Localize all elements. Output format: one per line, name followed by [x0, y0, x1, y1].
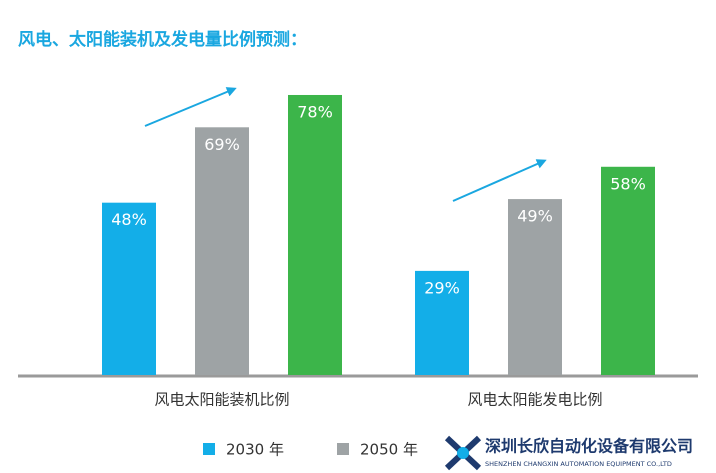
- legend-swatch: [337, 443, 349, 455]
- trend-arrow: [144, 87, 237, 127]
- value-label: 58%: [610, 174, 646, 193]
- chart-title: 风电、太阳能装机及发电量比例预测：: [18, 29, 307, 50]
- value-label: 29%: [424, 278, 460, 297]
- trend-arrow: [452, 159, 547, 202]
- bar: [415, 270, 469, 375]
- x-tick-label: 风电太阳能装机比例: [154, 391, 289, 409]
- legend-label: 2030 年: [226, 441, 284, 459]
- logo-name: 深圳长欣自动化设备有限公司: [485, 437, 693, 456]
- value-label: 78%: [297, 102, 333, 121]
- value-label: 48%: [111, 210, 147, 229]
- value-label: 69%: [204, 135, 240, 154]
- x-tick-label: 风电太阳能发电比例: [467, 391, 602, 409]
- bar: [102, 202, 156, 375]
- bar: [508, 199, 562, 375]
- bar: [195, 127, 249, 375]
- logo-icon: [457, 447, 469, 459]
- legend-label: 2050 年: [360, 441, 418, 459]
- logo-subtitle: SHENZHEN CHANGXIN AUTOMATION EQUIPMENT C…: [485, 460, 672, 468]
- bar: [288, 94, 342, 375]
- legend-swatch: [203, 443, 215, 455]
- bar: [601, 166, 655, 375]
- value-label: 49%: [517, 207, 553, 226]
- logo: 深圳长欣自动化设备有限公司 SHENZHEN CHANGXIN AUTOMATI…: [444, 435, 693, 471]
